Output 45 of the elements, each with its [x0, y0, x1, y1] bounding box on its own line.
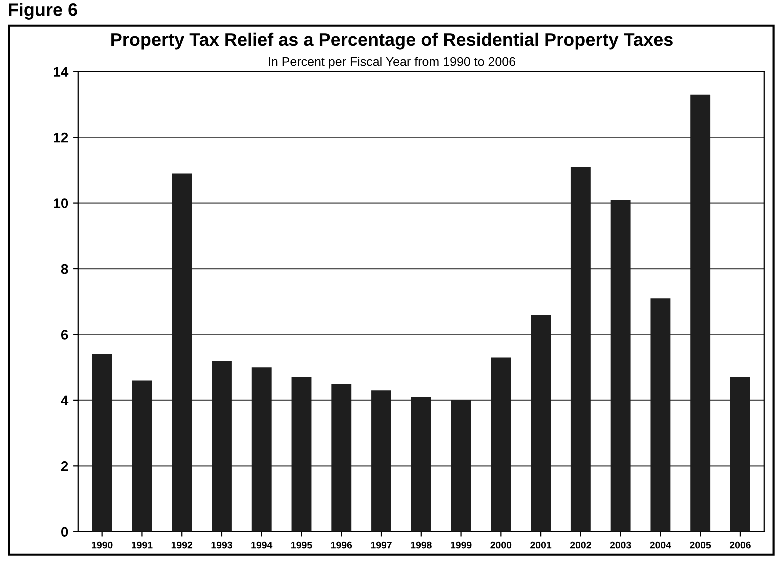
caption: Figure 6	[9, 3, 78, 20]
x-tick-label: 2000	[490, 542, 512, 549]
y-tick-label: 6	[61, 330, 68, 340]
x-tick-label: 1993	[212, 542, 232, 549]
bar	[730, 377, 750, 532]
x-tick-label: 1998	[411, 542, 432, 549]
bar	[132, 380, 152, 532]
chart-title: Property Tax Relief as a Percentage of Residential Property Taxes	[112, 32, 673, 50]
bar	[252, 368, 272, 532]
y-tick-label: 10	[54, 198, 68, 208]
y-tick-label: 12	[54, 132, 68, 143]
bar	[451, 400, 472, 532]
y-tick-label: 0	[62, 527, 68, 538]
x-tick-label: 2005	[690, 542, 712, 549]
bar	[570, 167, 591, 532]
y-tick-label: 2	[61, 461, 68, 472]
x-tick-label: 1996	[331, 542, 352, 549]
x-tick-label: 1994	[252, 542, 273, 549]
chart-subtitle: In Percent per Fiscal Year from 1990 to 2006	[269, 57, 516, 69]
y-tick-label: 8	[61, 264, 68, 274]
x-tick-label: 2001	[530, 542, 552, 549]
bar	[690, 94, 711, 532]
bar	[531, 315, 552, 532]
x-tick-label: 2003	[610, 542, 632, 549]
y-tick-label: 4	[61, 396, 69, 406]
bar	[212, 361, 232, 532]
x-tick-label: 2004	[650, 542, 672, 549]
y-tick-label: 14	[54, 67, 69, 77]
bar	[92, 354, 112, 532]
bar	[411, 397, 432, 532]
x-tick-label: 1992	[172, 542, 193, 549]
x-tick-label: 2002	[570, 542, 592, 549]
x-tick-label: 2006	[730, 542, 751, 549]
bar	[332, 384, 352, 532]
bar	[610, 200, 631, 532]
x-tick-label: 1991	[132, 542, 153, 549]
bar	[491, 358, 512, 532]
bar	[372, 390, 392, 532]
bar	[292, 377, 312, 532]
x-tick-label: 1990	[92, 542, 113, 549]
bar	[172, 174, 192, 532]
x-tick-label: 1999	[451, 542, 472, 549]
x-tick-label: 1995	[292, 542, 312, 549]
bar	[650, 298, 671, 532]
x-tick-label: 1997	[371, 542, 392, 549]
